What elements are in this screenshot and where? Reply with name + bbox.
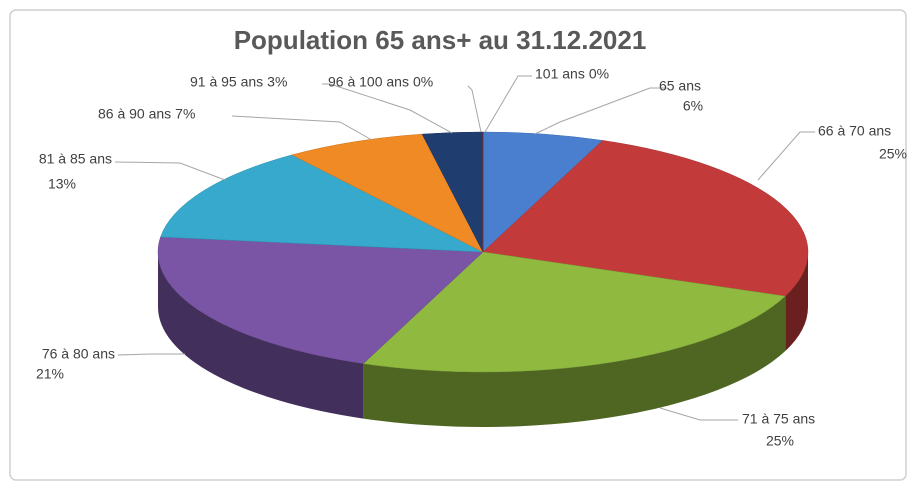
- data-label-category: 91 à 95 ans: [190, 74, 263, 90]
- data-label-category: 86 à 90 ans: [98, 106, 171, 122]
- data-label-value: 21%: [36, 366, 64, 382]
- data-label-category: 96 à 100 ans: [328, 74, 409, 90]
- data-label-value: 25%: [766, 433, 794, 449]
- slice: [291, 133, 484, 253]
- leader-line: [467, 85, 482, 133]
- leader-line: [484, 75, 532, 133]
- leader-line: [322, 83, 453, 134]
- leader-line: [757, 131, 815, 181]
- data-label-value: 7%: [175, 106, 195, 122]
- data-label-category: 65 ans: [659, 78, 701, 94]
- slice: [482, 140, 809, 297]
- data-label-value: 0%: [589, 66, 609, 82]
- slice: [157, 236, 484, 364]
- slice: [160, 154, 484, 253]
- leader-line: [114, 161, 226, 181]
- data-label-value: 0%: [413, 74, 433, 90]
- data-label-category: 81 à 85 ans: [39, 151, 112, 167]
- data-label-value: 3%: [267, 74, 287, 90]
- leader-line: [231, 115, 373, 141]
- data-label-category: 71 à 75 ans: [742, 411, 815, 427]
- slice: [362, 251, 786, 373]
- data-label-value: 25%: [879, 146, 907, 162]
- data-label-category: 66 à 70 ans: [818, 123, 891, 139]
- slice-side: [785, 252, 808, 352]
- chart-title: Population 65 ans+ au 31.12.2021: [234, 25, 647, 55]
- leader-line: [117, 353, 185, 356]
- data-label-value: 6%: [683, 98, 703, 114]
- data-label-category: 76 à 80 ans: [42, 346, 115, 362]
- leader-line: [534, 87, 668, 135]
- slice-side: [363, 296, 786, 427]
- leader-line: [659, 407, 738, 421]
- data-label-value: 13%: [48, 176, 76, 192]
- slice-side: [158, 252, 364, 419]
- data-label-category: 101 ans: [535, 66, 585, 82]
